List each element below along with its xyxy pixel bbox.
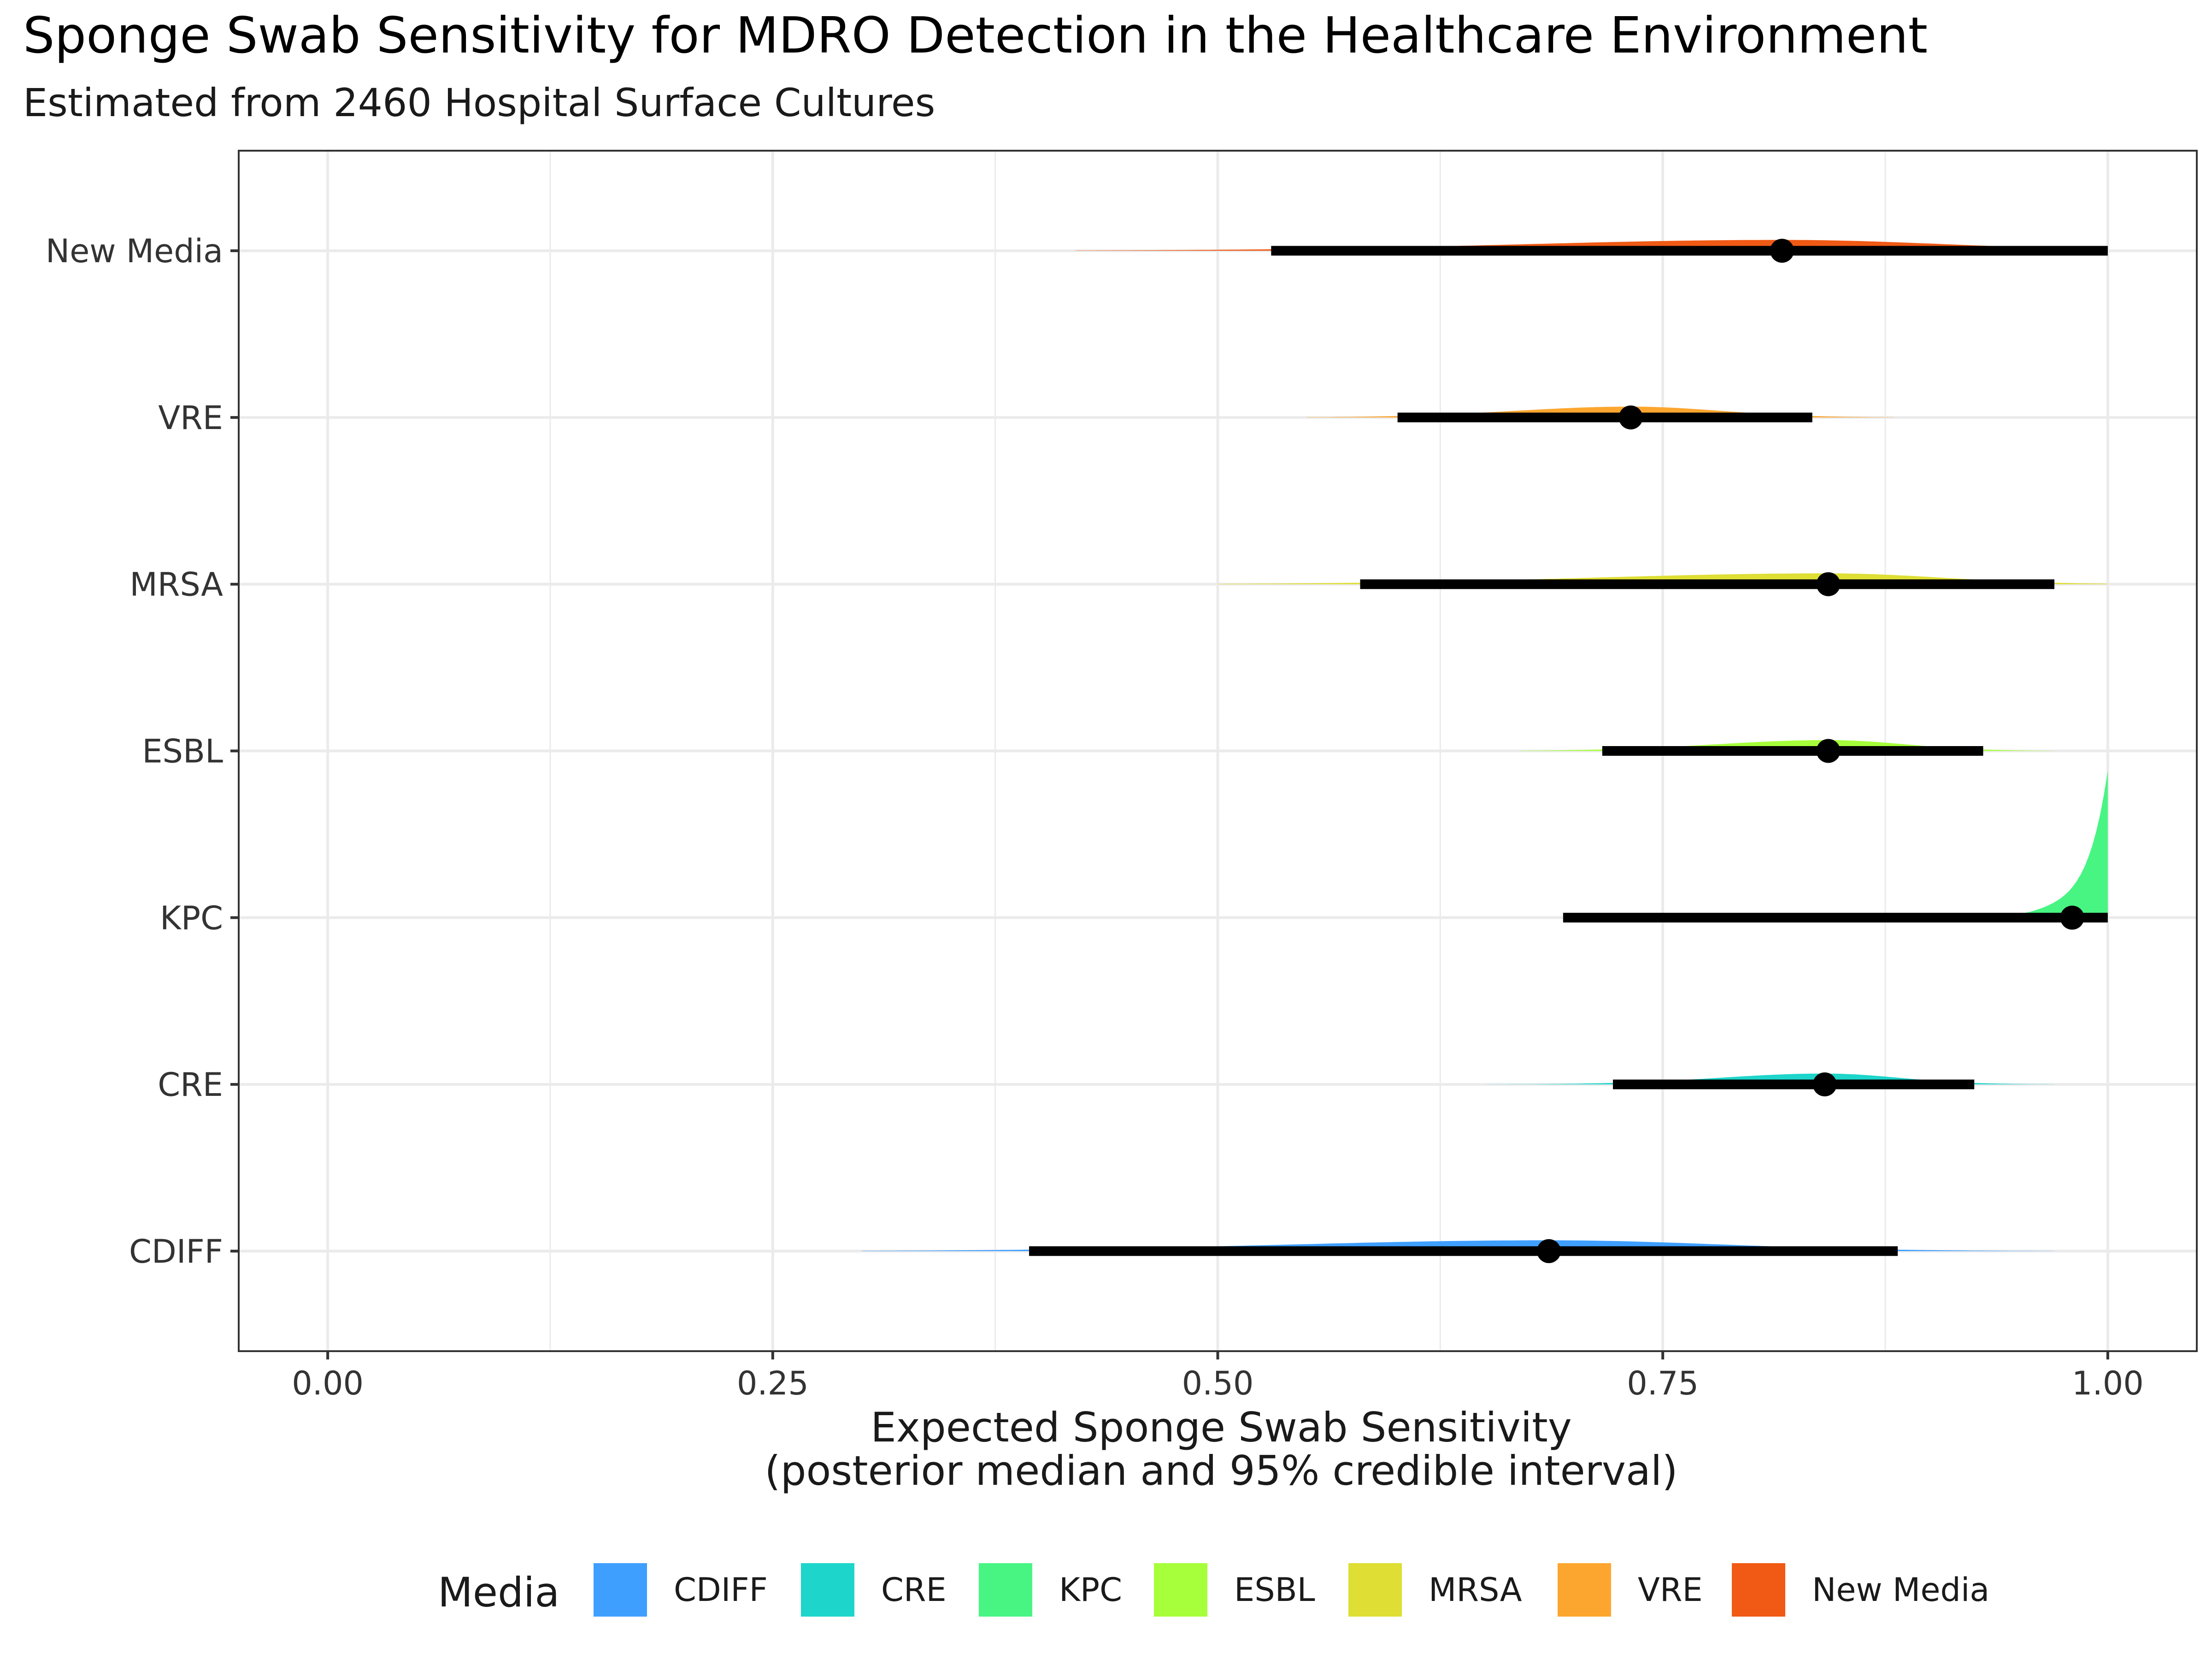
legend-key: [801, 1563, 854, 1617]
y-tick-label: VRE: [158, 399, 223, 437]
x-tick-label: 1.00: [2072, 1365, 2144, 1402]
y-tick-label: ESBL: [142, 733, 223, 771]
legend-key: [1558, 1563, 1611, 1617]
chart-title: Sponge Swab Sensitivity for MDRO Detecti…: [23, 7, 1928, 65]
median-point-cdiff: [1536, 1239, 1561, 1263]
median-point-new-media: [1770, 239, 1794, 263]
legend-label: KPC: [1059, 1571, 1122, 1609]
chart-subtitle: Estimated from 2460 Hospital Surface Cul…: [23, 80, 935, 125]
legend-label: MRSA: [1429, 1571, 1522, 1609]
median-point-mrsa: [1816, 572, 1841, 596]
x-tick-label: 0.75: [1627, 1365, 1699, 1402]
y-tick-label: MRSA: [129, 566, 223, 604]
x-tick-label: 0.50: [1182, 1365, 1254, 1402]
plot-area: CDIFF CRE KPC ESBL MRSA VRE New Media 0.00 0.25 0…: [46, 150, 2198, 1402]
legend-label: New Media: [1812, 1571, 1989, 1609]
median-point-esbl: [1816, 739, 1841, 763]
legend-label: CRE: [881, 1571, 947, 1609]
legend-label: ESBL: [1234, 1571, 1315, 1609]
legend-key: [594, 1563, 647, 1617]
median-point-cre: [1812, 1072, 1837, 1097]
legend-key: [1154, 1563, 1207, 1617]
y-tick-label: CDIFF: [129, 1233, 223, 1271]
legend-key: [1732, 1563, 1785, 1617]
median-point-vre: [1618, 405, 1643, 429]
panel-border: [238, 150, 2198, 1352]
y-tick-label: New Media: [46, 232, 223, 270]
y-tick-label: KPC: [160, 899, 223, 937]
x-axis-title: Expected Sponge Swab Sensitivity: [871, 1404, 1572, 1451]
legend-label: VRE: [1638, 1571, 1703, 1609]
legend-key: [1348, 1563, 1402, 1617]
legend-key: [979, 1563, 1032, 1617]
x-tick-label: 0.00: [292, 1365, 364, 1402]
x-axis-subtitle: (posterior median and 95% credible inter…: [765, 1447, 1677, 1494]
legend: Media CDIFF CRE KPC ESBL MRSA VRE New Media: [438, 1563, 1989, 1617]
median-point-kpc: [2060, 906, 2084, 930]
y-tick-label: CRE: [158, 1066, 223, 1104]
x-tick-label: 0.25: [737, 1365, 809, 1402]
legend-label: CDIFF: [674, 1571, 768, 1609]
legend-title: Media: [438, 1569, 559, 1616]
